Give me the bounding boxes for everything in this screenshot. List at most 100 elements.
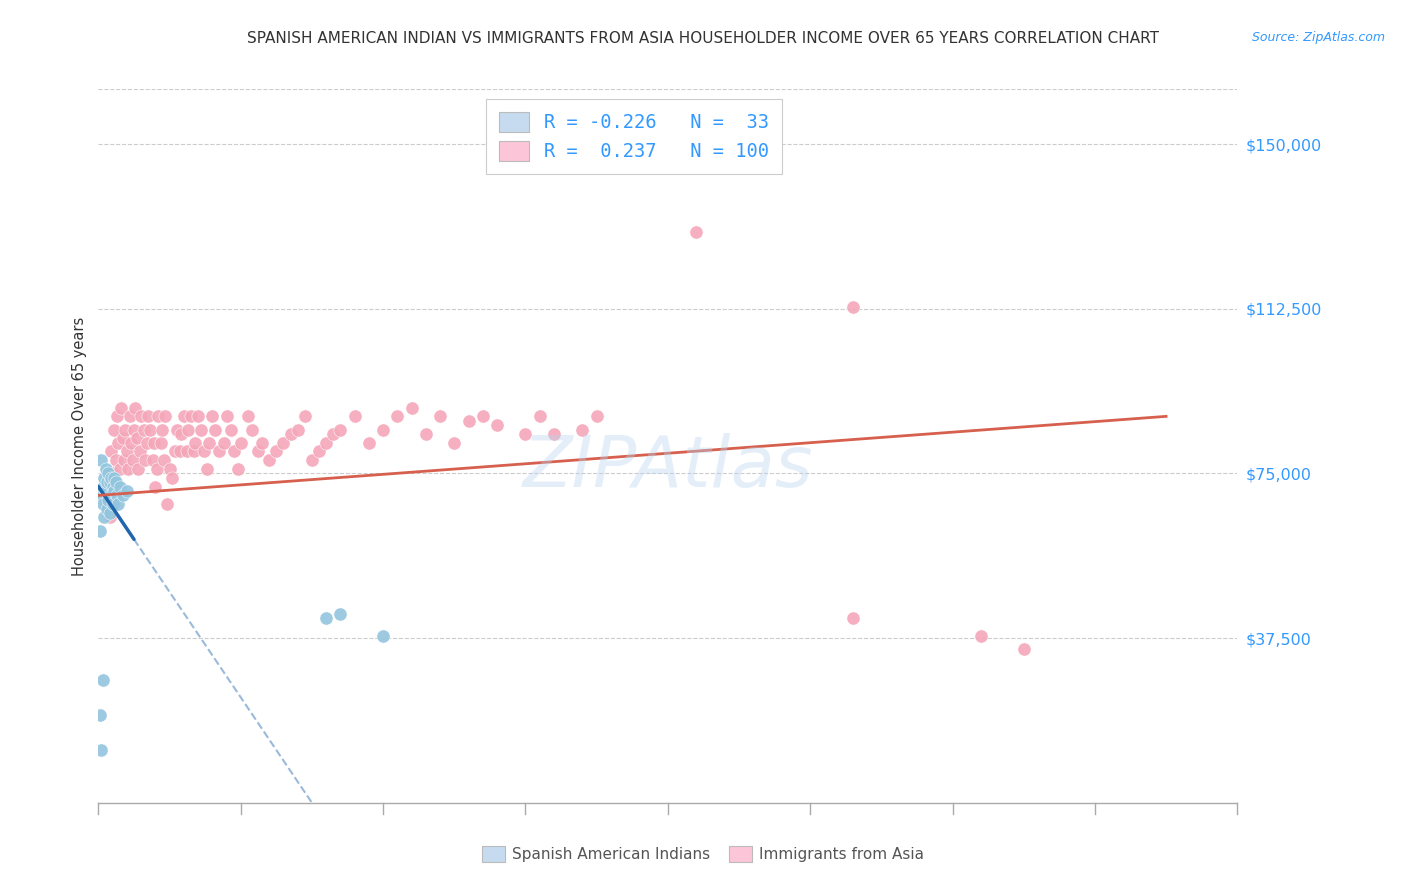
Point [259, 453, 281, 467]
Point [111, 431, 134, 445]
Point [198, 435, 221, 450]
Point [117, 462, 139, 476]
Point [250, 435, 273, 450]
Point [138, 423, 160, 437]
Point [129, 409, 152, 424]
Point [842, 300, 865, 314]
Point [155, 409, 177, 424]
Point [343, 409, 366, 424]
Point [98, 510, 121, 524]
Point [152, 423, 174, 437]
Point [107, 435, 129, 450]
Point [115, 483, 138, 498]
Point [204, 423, 226, 437]
Point [294, 409, 316, 424]
Point [357, 435, 380, 450]
Point [107, 497, 129, 511]
Point [1012, 642, 1035, 657]
Point [105, 488, 128, 502]
Point [136, 409, 159, 424]
Point [101, 480, 124, 494]
Point [329, 423, 352, 437]
Point [128, 444, 150, 458]
Legend: Spanish American Indians, Immigrants from Asia: Spanish American Indians, Immigrants fro… [475, 840, 931, 868]
Point [100, 471, 122, 485]
Point [153, 453, 176, 467]
Point [105, 409, 128, 424]
Point [315, 435, 337, 450]
Point [183, 444, 205, 458]
Legend: R = -0.226   N =  33, R =  0.237   N = 100: R = -0.226 N = 33, R = 0.237 N = 100 [485, 99, 782, 174]
Point [89, 708, 111, 723]
Point [176, 444, 198, 458]
Point [266, 444, 288, 458]
Point [100, 488, 122, 502]
Point [90, 488, 112, 502]
Point [112, 453, 135, 467]
Point [486, 418, 509, 433]
Point [443, 435, 465, 450]
Point [219, 423, 242, 437]
Point [685, 225, 707, 239]
Point [170, 426, 193, 441]
Point [184, 435, 207, 450]
Point [97, 480, 120, 494]
Point [94, 462, 117, 476]
Point [315, 611, 337, 625]
Point [89, 524, 111, 538]
Point [121, 453, 143, 467]
Point [970, 629, 993, 643]
Point [90, 453, 112, 467]
Point [226, 462, 249, 476]
Point [280, 426, 302, 441]
Point [94, 497, 117, 511]
Point [110, 401, 132, 415]
Text: ZIPAtlas: ZIPAtlas [523, 433, 813, 502]
Point [96, 475, 118, 490]
Point [118, 409, 141, 424]
Point [471, 409, 494, 424]
Point [150, 435, 173, 450]
Point [90, 743, 112, 757]
Point [122, 423, 145, 437]
Point [212, 435, 235, 450]
Point [180, 409, 202, 424]
Point [169, 444, 191, 458]
Point [127, 462, 149, 476]
Point [98, 506, 121, 520]
Point [98, 475, 121, 490]
Point [115, 444, 138, 458]
Point [146, 462, 169, 476]
Point [103, 423, 125, 437]
Point [104, 453, 127, 467]
Point [457, 414, 479, 428]
Point [287, 423, 309, 437]
Point [101, 497, 124, 511]
Point [132, 423, 155, 437]
Point [125, 431, 148, 445]
Point [111, 488, 134, 502]
Point [187, 409, 209, 424]
Point [429, 409, 451, 424]
Point [329, 607, 352, 621]
Point [103, 483, 125, 498]
Point [201, 409, 224, 424]
Point [401, 401, 423, 415]
Point [222, 444, 245, 458]
Point [173, 409, 195, 424]
Point [124, 401, 146, 415]
Point [229, 435, 252, 450]
Point [195, 462, 218, 476]
Y-axis label: Householder Income Over 65 years: Householder Income Over 65 years [72, 317, 87, 575]
Point [571, 423, 593, 437]
Point [101, 467, 124, 481]
Point [156, 497, 179, 511]
Point [165, 444, 187, 458]
Point [91, 497, 114, 511]
Point [94, 483, 117, 498]
Point [585, 409, 607, 424]
Point [373, 423, 395, 437]
Point [415, 426, 437, 441]
Point [301, 453, 323, 467]
Point [236, 409, 259, 424]
